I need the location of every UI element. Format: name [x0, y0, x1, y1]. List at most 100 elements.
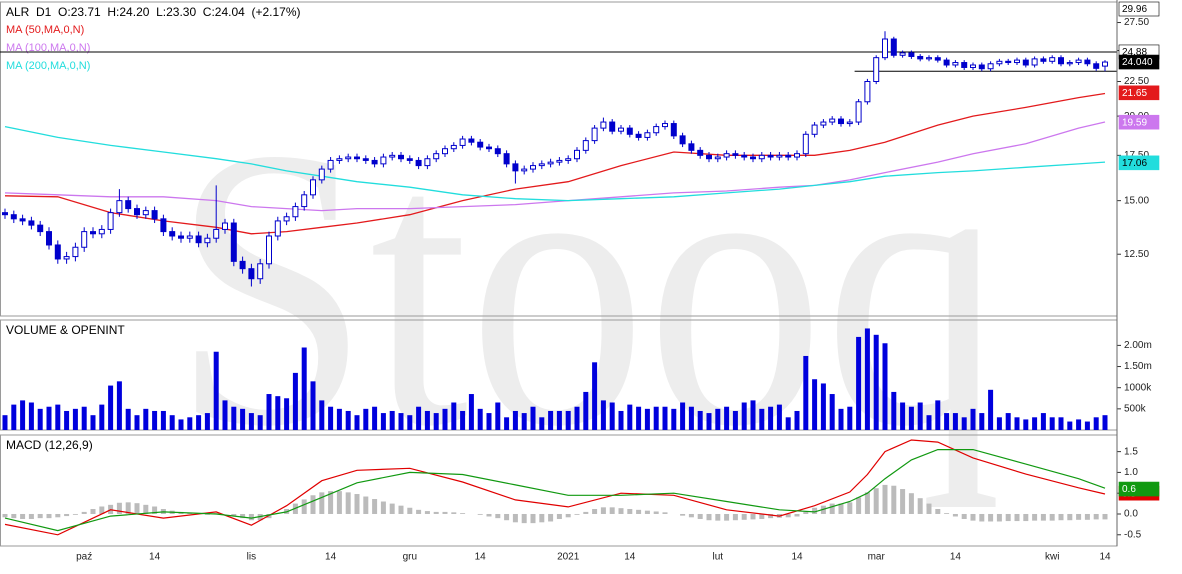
- histogram-bar: [609, 507, 615, 514]
- panel-title: ALR D1 O:23.71 H:24.20 L:23.30 C:24.04 (…: [6, 5, 301, 19]
- candle-body: [459, 138, 466, 146]
- candle-body: [160, 218, 167, 233]
- histogram-bar: [46, 513, 52, 519]
- histogram-bar: [697, 513, 703, 519]
- volume-bar: [354, 415, 360, 430]
- volume-bar: [759, 408, 765, 430]
- candle-body: [98, 228, 105, 235]
- volume-bar: [196, 415, 202, 430]
- volume-bar: [108, 385, 114, 430]
- candle-body: [450, 144, 457, 150]
- candle-body: [10, 214, 17, 220]
- histogram-bar: [336, 491, 342, 514]
- volume-bar: [512, 410, 518, 430]
- volume-bar: [240, 408, 246, 430]
- histogram-bar: [653, 511, 659, 514]
- histogram-bar: [530, 513, 536, 524]
- histogram-bar: [1084, 513, 1090, 520]
- x-tick-label: 14: [624, 552, 636, 563]
- volume-bar: [116, 381, 122, 430]
- volume-bar: [328, 406, 334, 430]
- panel-title: VOLUME & OPENINT: [6, 323, 125, 337]
- volume-bar: [275, 396, 281, 430]
- price-tag: [1118, 85, 1160, 101]
- volume-bar: [820, 383, 826, 430]
- candle-body: [2, 212, 8, 216]
- histogram-bar: [926, 503, 932, 514]
- volume-bar: [424, 410, 430, 430]
- candle-body: [415, 159, 422, 167]
- candle-body: [107, 212, 114, 230]
- volume-bar: [433, 413, 439, 430]
- histogram-bar: [204, 513, 210, 515]
- volume-bar: [785, 417, 791, 430]
- histogram-bar: [407, 507, 413, 514]
- volume-bar: [627, 404, 633, 430]
- volume-bar: [556, 410, 562, 430]
- histogram-bar: [504, 513, 510, 521]
- candle-body: [829, 118, 836, 123]
- candle-body: [873, 57, 880, 82]
- volume-bar: [301, 347, 307, 430]
- candle-body: [618, 127, 624, 132]
- candle-body: [767, 154, 774, 158]
- histogram-bar: [310, 495, 316, 514]
- x-tick-label: paź: [76, 552, 92, 563]
- histogram-bar: [451, 512, 457, 514]
- histogram-bar: [1049, 513, 1055, 521]
- macd-line: [4, 439, 1106, 536]
- histogram-bar: [917, 498, 923, 514]
- histogram-bar: [363, 496, 369, 514]
- candle-body: [63, 256, 70, 260]
- y-tick-label: -0.5: [1124, 529, 1142, 540]
- legend-entry: MA (100,MA,0,N): [6, 42, 90, 54]
- volume-bar: [891, 391, 897, 430]
- price-tag-label: 17.06: [1122, 158, 1147, 169]
- candle-body: [926, 57, 932, 60]
- candle-body: [741, 154, 748, 158]
- volume-bar: [187, 417, 193, 430]
- histogram-bar: [574, 513, 580, 515]
- candle-body: [125, 200, 132, 210]
- candle-body: [310, 179, 316, 196]
- candle-body: [838, 118, 844, 125]
- y-tick-label: 500k: [1124, 403, 1147, 414]
- candle-body: [424, 158, 431, 167]
- volume-bar: [407, 415, 413, 430]
- candle-body: [890, 38, 897, 56]
- volume-bar: [380, 413, 386, 430]
- volume-bar: [653, 406, 659, 430]
- candle-body: [1084, 59, 1091, 65]
- candle-body: [486, 146, 492, 150]
- candle-body: [134, 208, 140, 216]
- candle-body: [186, 235, 193, 239]
- y-tick-label: 1.0: [1124, 467, 1138, 478]
- volume-bar: [917, 402, 923, 430]
- candle-body: [362, 158, 369, 161]
- candle-body: [336, 158, 343, 161]
- candle-body: [776, 154, 783, 158]
- histogram-bar: [838, 503, 844, 514]
- histogram-bar: [829, 503, 835, 514]
- histogram-bar: [935, 509, 941, 514]
- candle-body: [1014, 59, 1020, 64]
- histogram-bar: [1023, 513, 1029, 522]
- histogram-bar: [768, 513, 774, 519]
- x-tick-label: 14: [1099, 552, 1111, 563]
- volume-bar: [11, 404, 17, 430]
- histogram-bar: [636, 509, 642, 514]
- volume-bar: [864, 328, 870, 430]
- histogram-bar: [55, 513, 61, 518]
- candle-body: [864, 80, 871, 103]
- candle-body: [530, 165, 536, 170]
- volume-bar: [2, 415, 8, 430]
- volume-bar: [926, 415, 932, 430]
- histogram-bar: [882, 484, 888, 514]
- volume-bar: [952, 413, 958, 430]
- volume-bar: [389, 410, 395, 430]
- candle-body: [996, 60, 1003, 65]
- histogram-bar: [741, 513, 747, 520]
- histogram-bar: [750, 513, 756, 520]
- histogram-bar: [539, 513, 545, 523]
- histogram-bar: [1032, 513, 1038, 521]
